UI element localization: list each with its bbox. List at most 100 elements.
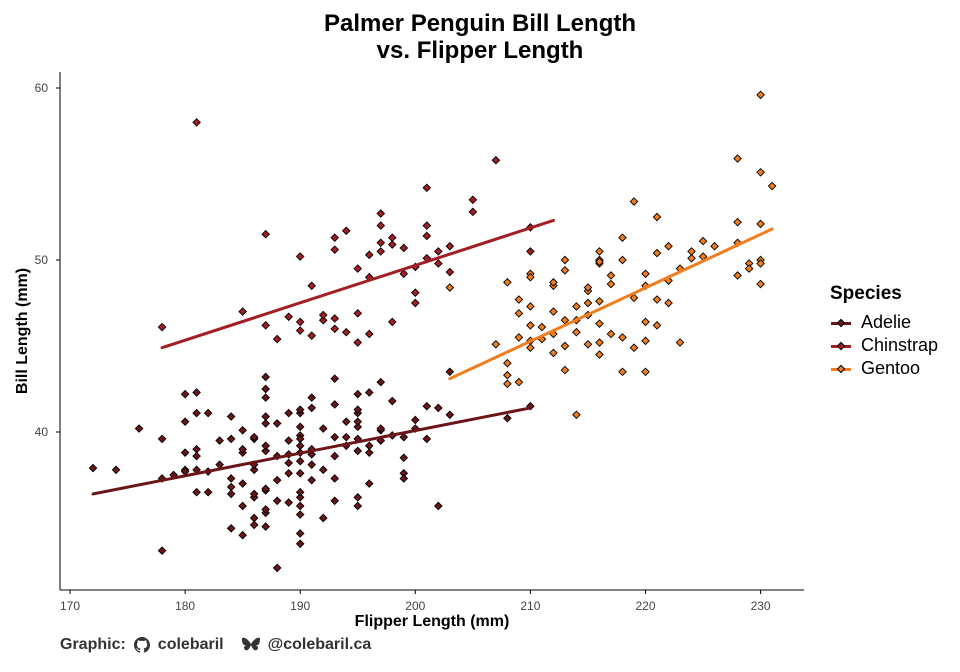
point-adelie <box>353 389 363 399</box>
point-chinstrap <box>387 240 397 249</box>
point-chinstrap <box>434 259 443 268</box>
point-gentoo <box>629 197 639 206</box>
y-ticks: 40 50 60 <box>35 81 60 439</box>
point-chinstrap <box>364 250 374 260</box>
point-adelie <box>226 524 236 533</box>
point-adelie <box>284 458 294 468</box>
point-gentoo <box>560 315 570 325</box>
point-gentoo <box>618 367 627 377</box>
point-chinstrap <box>387 233 397 242</box>
point-chinstrap <box>307 281 317 291</box>
point-gentoo <box>767 181 777 191</box>
chart-title-line-1: Palmer Penguin Bill Length <box>323 10 637 37</box>
point-adelie <box>422 434 432 444</box>
point-gentoo <box>549 307 558 316</box>
point-gentoo <box>629 343 639 353</box>
point-chinstrap <box>318 310 328 320</box>
point-adelie <box>376 424 386 433</box>
point-adelie <box>330 432 340 442</box>
point-gentoo <box>733 271 742 280</box>
point-chinstrap <box>307 331 317 340</box>
point-chinstrap <box>192 118 201 127</box>
point-adelie <box>111 465 121 475</box>
trend-line-adelie <box>91 406 532 496</box>
point-gentoo <box>572 410 581 420</box>
point-gentoo <box>652 212 662 222</box>
point-chinstrap <box>399 243 409 253</box>
point-adelie <box>399 453 409 463</box>
point-adelie <box>364 441 374 451</box>
legend-label-gentoo: Gentoo <box>861 358 921 378</box>
point-adelie <box>330 496 340 506</box>
point-adelie <box>272 475 282 485</box>
point-adelie <box>295 539 305 549</box>
point-gentoo <box>595 338 604 347</box>
point-chinstrap <box>330 245 340 254</box>
point-adelie <box>261 441 270 451</box>
point-gentoo <box>491 339 501 349</box>
point-adelie <box>399 432 409 442</box>
point-adelie <box>364 448 374 457</box>
point-chinstrap <box>238 307 247 316</box>
point-adelie <box>353 422 363 432</box>
point-chinstrap <box>445 241 455 251</box>
point-adelie <box>261 419 270 428</box>
point-chinstrap <box>445 267 455 277</box>
point-adelie <box>226 434 236 444</box>
point-adelie <box>307 460 317 469</box>
point-chinstrap <box>491 155 501 165</box>
point-chinstrap <box>422 183 432 193</box>
point-adelie <box>238 501 247 511</box>
point-adelie <box>399 474 409 483</box>
point-gentoo <box>560 365 570 375</box>
point-adelie <box>284 436 294 445</box>
point-gentoo <box>583 283 593 292</box>
point-chinstrap <box>295 326 305 335</box>
point-chinstrap <box>272 334 282 344</box>
point-gentoo <box>537 322 547 332</box>
chart-title-line-2: vs. Flipper Length <box>376 37 584 64</box>
point-adelie <box>192 388 201 397</box>
point-gentoo <box>595 296 604 306</box>
point-gentoo <box>606 271 616 280</box>
point-chinstrap <box>468 195 478 205</box>
point-adelie <box>307 393 317 402</box>
point-chinstrap <box>422 231 432 241</box>
x-axis-label: Flipper Length (mm) <box>355 613 510 630</box>
point-gentoo <box>756 259 765 268</box>
point-gentoo <box>675 338 685 347</box>
point-gentoo <box>733 217 742 227</box>
point-adelie <box>364 388 374 397</box>
point-gentoo <box>572 302 581 311</box>
point-adelie <box>295 468 305 478</box>
point-gentoo <box>641 336 650 346</box>
point-adelie <box>249 513 259 523</box>
bluesky-handle: @colebaril.ca <box>267 636 372 653</box>
point-adelie <box>295 422 305 432</box>
point-adelie <box>261 372 270 382</box>
point-gentoo <box>526 302 535 311</box>
point-adelie <box>284 408 294 418</box>
point-adelie <box>261 446 270 456</box>
point-adelie <box>192 444 201 454</box>
point-adelie <box>261 384 270 394</box>
point-chinstrap <box>376 221 386 230</box>
point-adelie <box>226 474 236 483</box>
x-tick-label: 230 <box>751 599 771 613</box>
point-adelie <box>249 489 259 499</box>
point-adelie <box>157 434 167 444</box>
point-gentoo <box>756 219 765 229</box>
point-gentoo <box>618 255 627 265</box>
point-gentoo <box>606 279 616 289</box>
point-gentoo <box>583 298 593 308</box>
point-gentoo <box>526 343 535 353</box>
y-axis-label: Bill Length (mm) <box>14 268 31 394</box>
point-adelie <box>134 424 144 433</box>
github-icon <box>133 637 150 653</box>
point-adelie <box>295 487 305 497</box>
point-chinstrap <box>364 329 374 339</box>
point-gentoo <box>744 264 754 273</box>
point-adelie <box>341 432 351 442</box>
point-adelie <box>341 417 351 426</box>
